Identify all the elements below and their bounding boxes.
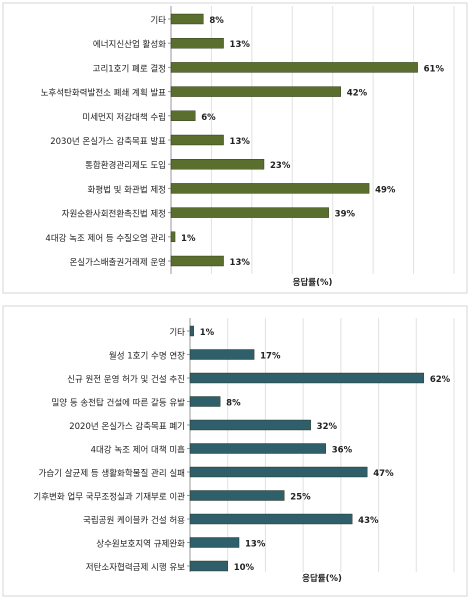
chart-2-category-label: 밀양 등 송전탑 건설에 따른 갈등 유발 [51, 398, 185, 409]
chart-1-x-axis-label: 응답률(%) [293, 277, 333, 288]
chart-2-value-label: 17% [260, 352, 281, 362]
chart-1-bar [170, 158, 265, 170]
chart-1-category-label: 고리1호기 폐로 결정 [93, 63, 166, 74]
chart-2-value-label: 10% [234, 563, 255, 573]
chart-1-bar [170, 207, 329, 218]
chart-2-category-label: 국립공원 케이블카 건설 허용 [83, 515, 185, 526]
chart-2-value-label: 43% [358, 516, 379, 526]
chart-2-category-label: 기타 [169, 328, 185, 338]
chart-1-category-label: 통합환경관리제도 도입 [85, 160, 166, 171]
chart-1-value-label: 13% [230, 40, 251, 50]
chart-1-value-label: 13% [230, 258, 251, 268]
chart-2-bar [189, 325, 194, 337]
chart-2-category-label: 4대강 녹조 제어 대책 미흡 [91, 445, 186, 456]
chart-2-bar [189, 419, 311, 431]
chart-1-category-label: 2030년 온실가스 감축목표 발표 [50, 136, 166, 147]
chart-2-bar [189, 560, 228, 572]
chart-1-bar [170, 183, 370, 194]
chart-1-category-label: 에너지신산업 활성화 [93, 39, 166, 50]
chart-2-category-label: 2020년 온실가스 감축목표 폐기 [69, 421, 185, 432]
chart-2-bar [189, 513, 353, 525]
chart-1-bar [170, 255, 224, 267]
chart-1-value-label: 42% [347, 89, 368, 99]
chart-2-bar [189, 443, 326, 454]
chart-1-value-label: 61% [424, 64, 445, 74]
chart-1-bar [170, 110, 196, 122]
chart-1-value-label: 39% [335, 210, 356, 220]
chart-2-bar [189, 490, 285, 501]
chart-1-value-label: 1% [181, 234, 196, 244]
chart-2-value-label: 47% [373, 469, 394, 479]
chart-2-bar [189, 466, 368, 478]
chart-1-category-label: 기타 [150, 16, 166, 26]
chart-2-category-label: 상수원보호지역 규제완화 [96, 539, 185, 550]
chart-2-value-label: 13% [245, 540, 266, 550]
chart-2-group: 기타 1% 월성 1호기 수명 연장 17% 신규 원전 운영 허가 및 건설 추진 62… [33, 318, 455, 584]
chart-1-value-label: 8% [209, 16, 224, 26]
chart-1-category-label: 화평법 및 화관법 제정 [88, 184, 167, 195]
chart-1-value-label: 6% [201, 113, 216, 123]
chart-1-group: 기타 8% 에너지신산업 활성화 13% 고리1호기 폐로 결정 61% 노후석탄화력발전소… [41, 6, 455, 288]
chart-1-value-label: 23% [270, 161, 291, 171]
chart-1-bar [170, 134, 224, 146]
chart-1-bar [170, 13, 204, 25]
chart-2-category-label: 기후변화 업무 국무조정실과 기재부로 이관 [33, 492, 185, 503]
chart-2-value-label: 32% [317, 422, 338, 432]
chart-1-bar [170, 86, 342, 97]
chart-2-bar [189, 349, 255, 360]
chart-2-bar [189, 372, 425, 384]
chart-1-category-label: 노후석탄화력발전소 폐쇄 계획 발표 [41, 88, 167, 99]
chart-1-value-label: 13% [230, 137, 251, 147]
chart-2-bar [189, 537, 240, 548]
chart-1-bar [170, 62, 418, 73]
chart-1-category-label: 자원순환사회전환촉진법 제정 [62, 209, 166, 220]
chart-1-category-label: 4대강 녹조 제어 등 수질오염 관리 [45, 233, 166, 244]
chart-2-value-label: 36% [332, 446, 353, 456]
chart-1-category-label: 미세먼지 저감대책 수립 [82, 112, 166, 123]
chart-2-value-label: 8% [226, 399, 241, 409]
chart-2-x-axis-label: 응답률(%) [302, 573, 342, 584]
chart-1-bar [170, 38, 224, 49]
chart-2-value-label: 1% [200, 328, 215, 338]
chart-2-bar [189, 396, 221, 407]
chart-2-category-label: 가습기 살균제 등 생활화학물질 관리 실패 [39, 468, 185, 479]
chart-2-value-label: 62% [430, 375, 451, 385]
chart-2-category-label: 저탄소자협력금제 시행 유보 [86, 562, 185, 573]
chart-1-category-label: 온실가스배출권거래제 운영 [69, 257, 166, 268]
chart-1-value-label: 49% [375, 185, 396, 195]
chart-2-value-label: 25% [290, 493, 311, 503]
chart-2-category-label: 신규 원전 운영 허가 및 건설 추진 [67, 374, 185, 385]
chart-1-bar [170, 231, 176, 243]
chart-2-category-label: 월성 1호기 수명 연장 [109, 351, 185, 362]
